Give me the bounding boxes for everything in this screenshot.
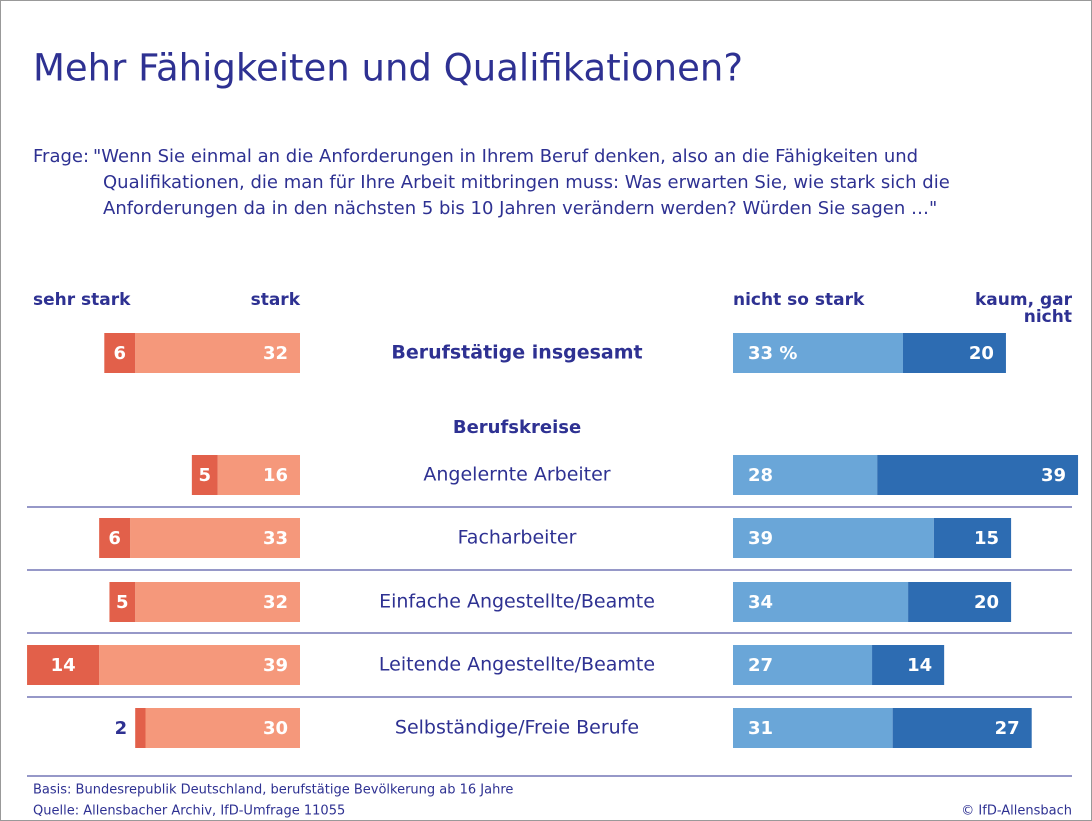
bar bbox=[135, 333, 300, 373]
bar bbox=[104, 333, 136, 373]
bar bbox=[902, 333, 1006, 373]
value-label: 27 bbox=[748, 655, 773, 676]
bar bbox=[933, 518, 1012, 558]
bar bbox=[908, 582, 1012, 622]
value-label: 32 bbox=[263, 592, 288, 613]
value-label: 34 bbox=[748, 592, 773, 613]
value-label: 33 % bbox=[748, 343, 797, 364]
value-label: 28 bbox=[748, 465, 773, 486]
category-label: Angelernte Arbeiter bbox=[423, 464, 610, 486]
bar bbox=[733, 333, 903, 373]
bar bbox=[733, 645, 873, 685]
category-label: Einfache Angestellte/Beamte bbox=[379, 591, 655, 613]
question-line: "Wenn Sie einmal an die Anforderungen in… bbox=[93, 146, 918, 167]
legend-label: nicht so stark bbox=[733, 290, 865, 310]
bar bbox=[892, 708, 1032, 748]
value-label: 31 bbox=[748, 718, 773, 739]
bar bbox=[99, 645, 301, 685]
bar bbox=[191, 455, 218, 495]
bar bbox=[27, 645, 100, 685]
bar bbox=[130, 518, 300, 558]
value-label: 5 bbox=[198, 465, 211, 486]
value-label: 39 bbox=[1041, 465, 1066, 486]
value-label: 27 bbox=[995, 718, 1020, 739]
category-label: Facharbeiter bbox=[458, 527, 577, 549]
category-label: Selbständige/Freie Berufe bbox=[395, 717, 639, 739]
value-label: 5 bbox=[116, 592, 129, 613]
bar bbox=[733, 518, 934, 558]
chart-title: Mehr Fähigkeiten und Qualifikationen? bbox=[33, 47, 743, 90]
bar bbox=[733, 455, 878, 495]
category-label: Berufstätige insgesamt bbox=[391, 342, 642, 364]
value-label: 30 bbox=[263, 718, 288, 739]
bar bbox=[733, 708, 893, 748]
bar bbox=[877, 455, 1079, 495]
bar bbox=[217, 455, 300, 495]
legend-label: sehr stark bbox=[33, 290, 131, 310]
value-label: 2 bbox=[115, 718, 128, 739]
value-label: 20 bbox=[969, 343, 994, 364]
footnote: Quelle: Allensbacher Archiv, IfD-Umfrage… bbox=[33, 804, 345, 819]
value-label: 6 bbox=[113, 343, 126, 364]
value-label: 20 bbox=[974, 592, 999, 613]
bar bbox=[99, 518, 131, 558]
question-line: Anforderungen da in den nächsten 5 bis 1… bbox=[103, 198, 937, 219]
copyright: © IfD-Allensbach bbox=[961, 804, 1072, 819]
value-label: 14 bbox=[907, 655, 932, 676]
bar bbox=[145, 708, 300, 748]
value-label: 14 bbox=[51, 655, 76, 676]
footnote: Basis: Bundesrepublik Deutschland, beruf… bbox=[33, 783, 513, 798]
value-label: 16 bbox=[263, 465, 288, 486]
group-label: Berufskreise bbox=[453, 417, 581, 438]
question-line: Qualifikationen, die man für Ihre Arbeit… bbox=[103, 172, 950, 193]
value-label: 39 bbox=[748, 528, 773, 549]
value-label: 33 bbox=[263, 528, 288, 549]
bar bbox=[135, 582, 300, 622]
value-label: 15 bbox=[974, 528, 999, 549]
legend-label: stark bbox=[251, 290, 301, 310]
value-label: 6 bbox=[108, 528, 121, 549]
question-label: Frage: bbox=[33, 146, 89, 167]
bar bbox=[733, 582, 909, 622]
category-label: Leitende Angestellte/Beamte bbox=[379, 654, 655, 676]
bar bbox=[872, 645, 945, 685]
legend-label: kaum, gar nicht bbox=[975, 290, 1073, 327]
bar bbox=[135, 708, 146, 748]
value-label: 39 bbox=[263, 655, 288, 676]
bar bbox=[109, 582, 136, 622]
value-label: 32 bbox=[263, 343, 288, 364]
